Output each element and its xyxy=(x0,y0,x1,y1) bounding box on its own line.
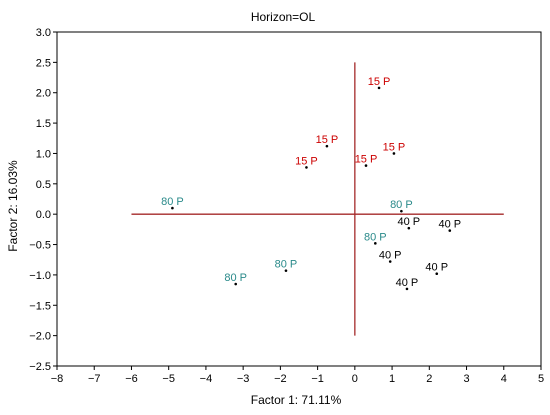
data-point xyxy=(388,260,392,263)
data-point xyxy=(448,229,452,232)
x-tick-label: −1 xyxy=(311,373,324,385)
data-point xyxy=(377,86,381,90)
y-tick-label: 1.5 xyxy=(36,118,51,130)
x-tick-label: −8 xyxy=(51,373,64,385)
x-tick-label: 1 xyxy=(389,373,395,385)
data-point xyxy=(392,152,396,155)
y-tick-label: −0.5 xyxy=(29,240,51,252)
x-tick-label: −2 xyxy=(274,373,287,385)
x-tick-label: −3 xyxy=(237,373,250,385)
data-point xyxy=(407,226,411,230)
y-tick-label: −2.5 xyxy=(29,361,51,373)
data-point-label: 80 P xyxy=(275,259,298,271)
plot-frame xyxy=(56,31,542,367)
data-point-label: 15 P xyxy=(383,141,406,153)
x-tick-label: −5 xyxy=(162,373,175,385)
y-tick-label: 2.0 xyxy=(36,88,51,100)
data-point xyxy=(435,272,439,275)
data-point-label: 80 P xyxy=(390,199,413,211)
x-tick-label: 3 xyxy=(463,373,469,385)
x-tick-label: −4 xyxy=(200,373,213,385)
x-axis-label: Factor 1: 71.11% xyxy=(251,393,342,407)
data-point xyxy=(364,164,368,167)
x-tick-label: 5 xyxy=(538,373,544,385)
y-tick-label: 1.0 xyxy=(36,148,51,160)
data-point xyxy=(400,209,403,213)
data-point-label: 15 P xyxy=(295,155,318,167)
plot-area: −8 −7 −6 −5 −4 −3 −2 −1 0 1 2 3 4 5 3.0 2.5 2.0 1.5 1.0 0.5… xyxy=(29,27,544,385)
x-tick-label: −7 xyxy=(88,373,101,385)
y-tick-label: −1.5 xyxy=(29,300,51,312)
chart-title: Horizon=OL xyxy=(251,10,316,24)
y-tick-label: 0.5 xyxy=(36,179,51,191)
data-point-label: 15 P xyxy=(355,154,378,166)
data-point-label: 40 P xyxy=(398,216,421,228)
x-tick-label: −6 xyxy=(125,373,138,385)
data-point xyxy=(374,242,377,245)
data-point xyxy=(234,282,238,286)
y-tick-label: −1.0 xyxy=(29,270,51,282)
data-point-label: 80 P xyxy=(161,196,184,208)
data-point-label: 80 P xyxy=(364,231,387,243)
data-point xyxy=(305,166,308,169)
data-point xyxy=(284,269,288,272)
data-point-label: 40 P xyxy=(425,262,448,274)
y-tick-label: 3.0 xyxy=(36,27,51,39)
x-tick-label: 4 xyxy=(501,373,507,385)
x-tick-label: 0 xyxy=(352,373,358,385)
data-point xyxy=(405,287,409,291)
data-point xyxy=(171,206,174,210)
data-point-label: 40 P xyxy=(379,250,402,262)
y-tick-label: 2.5 xyxy=(36,57,51,69)
y-tick-label: 0.0 xyxy=(36,209,51,221)
data-point-label: 40 P xyxy=(396,277,419,289)
x-tick-label: 2 xyxy=(426,373,432,385)
y-tick-label: −2.0 xyxy=(29,331,51,343)
data-point-label: 15 P xyxy=(368,76,391,88)
data-point-label: 40 P xyxy=(438,219,461,231)
data-point xyxy=(325,144,329,148)
data-point-label: 80 P xyxy=(224,272,247,284)
data-point-label: 15 P xyxy=(316,134,339,146)
y-axis-label: Factor 2: 16.03% xyxy=(6,160,20,252)
